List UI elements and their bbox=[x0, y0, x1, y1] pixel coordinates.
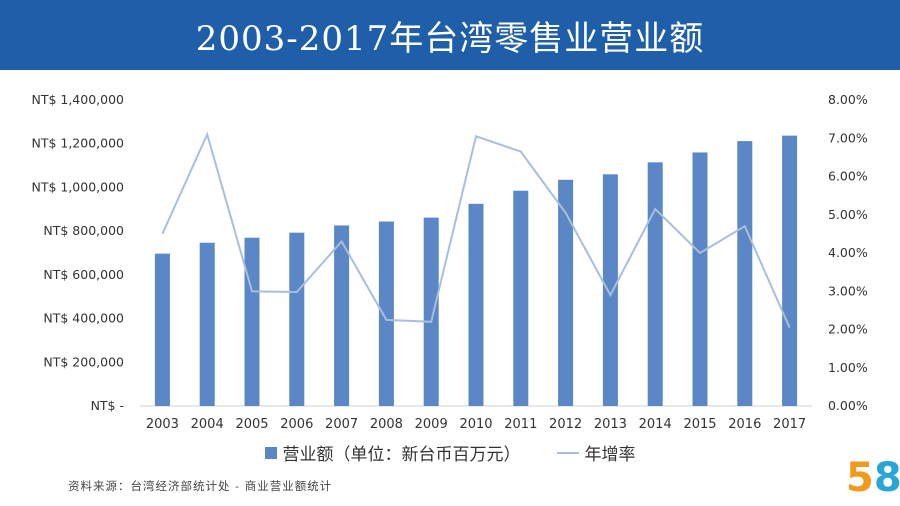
legend-line-label: 年增率 bbox=[584, 445, 636, 465]
left-tick-label: NT$ 1,400,000 bbox=[31, 92, 124, 107]
left-tick-label: NT$ 600,000 bbox=[43, 267, 124, 282]
x-tick-label: 2017 bbox=[773, 417, 806, 432]
title-bar: 2003-2017年台湾零售业营业额 bbox=[0, 0, 900, 70]
bar-2004 bbox=[199, 242, 215, 406]
x-tick-label: 2009 bbox=[415, 417, 448, 432]
x-tick-label: 2011 bbox=[504, 417, 537, 432]
x-tick-label: 2006 bbox=[280, 417, 313, 432]
x-tick-label: 2004 bbox=[191, 417, 224, 432]
x-tick-label: 2013 bbox=[594, 417, 627, 432]
right-tick-label: 3.00% bbox=[828, 283, 868, 298]
legend-item-revenue: 营业额（单位：新台币百万元） bbox=[264, 440, 521, 465]
bar-2007 bbox=[334, 225, 350, 406]
right-tick-label: 0.00% bbox=[828, 398, 868, 413]
bar-2009 bbox=[423, 217, 439, 406]
left-tick-label: NT$ 1,200,000 bbox=[31, 136, 124, 151]
bar-2012 bbox=[558, 179, 574, 406]
right-tick-label: 8.00% bbox=[828, 92, 868, 107]
right-axis-ticks: 0.00% 1.00% 2.00% 3.00% 4.00% 5.00% 6.00% 7.00%… bbox=[828, 92, 868, 413]
bar-2006 bbox=[289, 232, 305, 406]
logo-58: 5 8 bbox=[846, 458, 900, 498]
left-axis-ticks: NT$ - NT$ 200,000 NT$ 400,000 NT$ 600,000 NT… bbox=[31, 92, 124, 413]
bar-2010 bbox=[468, 203, 484, 406]
logo-digit-8: 8 bbox=[873, 455, 900, 501]
x-tick-label: 2016 bbox=[728, 417, 761, 432]
bar-2011 bbox=[513, 190, 529, 406]
chart: NT$ - NT$ 200,000 NT$ 400,000 NT$ 600,000 NT… bbox=[31, 92, 868, 432]
x-tick-label: 2005 bbox=[235, 417, 268, 432]
right-tick-label: 2.00% bbox=[828, 322, 868, 337]
left-tick-label: NT$ 1,000,000 bbox=[31, 179, 124, 194]
bar-2014 bbox=[647, 162, 663, 406]
bar-2008 bbox=[378, 221, 394, 406]
x-tick-label: 2010 bbox=[459, 417, 492, 432]
legend-line-swatch bbox=[556, 451, 579, 454]
right-tick-label: 7.00% bbox=[828, 130, 868, 145]
bar-2017 bbox=[782, 135, 798, 406]
bar-2013 bbox=[602, 174, 618, 406]
x-tick-label: 2015 bbox=[683, 417, 716, 432]
x-tick-label: 2003 bbox=[146, 417, 179, 432]
x-tick-label: 2008 bbox=[370, 417, 403, 432]
right-tick-label: 1.00% bbox=[828, 360, 868, 375]
bar-series bbox=[154, 135, 798, 406]
right-tick-label: 5.00% bbox=[828, 207, 868, 222]
right-tick-label: 6.00% bbox=[828, 169, 868, 184]
legend: 营业额（单位：新台币百万元） 年增率 bbox=[0, 440, 900, 465]
bar-2016 bbox=[737, 141, 753, 406]
x-tick-label: 2014 bbox=[639, 417, 672, 432]
legend-item-growth: 年增率 bbox=[556, 440, 636, 465]
legend-bar-label: 营业额（单位：新台币百万元） bbox=[282, 445, 521, 465]
growth-rate-line bbox=[161, 131, 791, 329]
source-note: 资料来源：台湾经济部统计处 - 商业营业额统计 bbox=[68, 479, 333, 493]
x-tick-label: 2007 bbox=[325, 417, 358, 432]
chart-title: 2003-2017年台湾零售业营业额 bbox=[195, 18, 705, 59]
x-axis-ticks: 2003 2004 2005 2006 2007 2008 2009 2010 2011 2012… bbox=[146, 417, 806, 432]
bar-2005 bbox=[244, 237, 260, 406]
right-tick-label: 4.00% bbox=[828, 245, 868, 260]
legend-bar-swatch bbox=[264, 446, 277, 459]
logo-digit-5: 5 bbox=[846, 455, 874, 501]
x-tick-label: 2012 bbox=[549, 417, 582, 432]
left-tick-label: NT$ 200,000 bbox=[43, 354, 124, 369]
bar-2015 bbox=[692, 152, 708, 406]
left-tick-label: NT$ - bbox=[91, 398, 124, 413]
bar-2003 bbox=[154, 253, 170, 406]
left-tick-label: NT$ 800,000 bbox=[43, 223, 124, 238]
left-tick-label: NT$ 400,000 bbox=[43, 311, 124, 326]
